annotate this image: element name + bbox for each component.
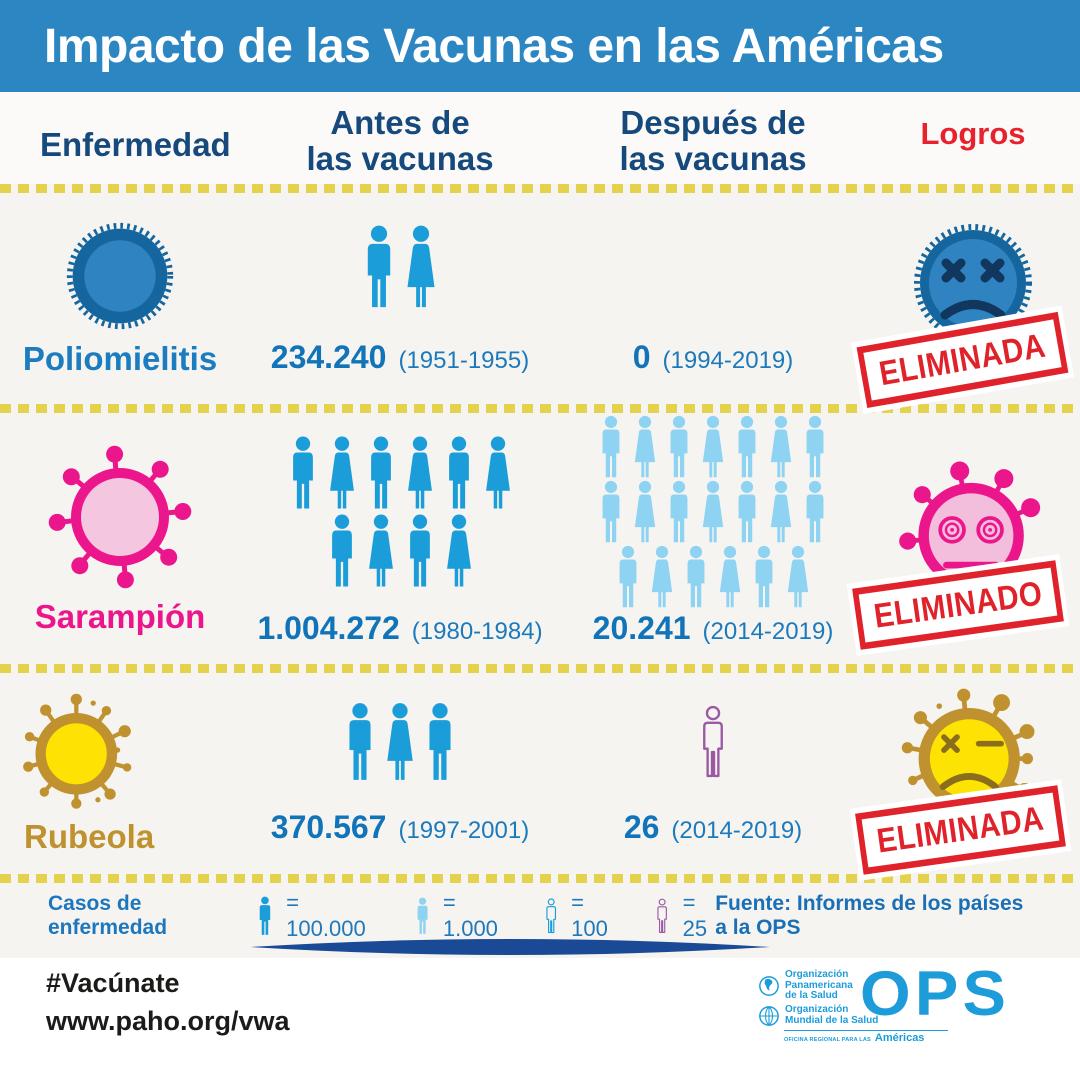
rubella-before-value: 370.567 (1997-2001) bbox=[270, 809, 530, 845]
footer: #Vacúnate www.paho.org/vwa Organización … bbox=[0, 958, 1080, 1080]
table-row-measles: Sarampión 1.004.272 (1980-1984) 20.241 (20… bbox=[0, 414, 1080, 662]
who-globe-icon bbox=[759, 1005, 779, 1026]
paho-logo: Organización Panamericana de la Salud Or… bbox=[758, 969, 948, 1044]
title-banner: Impacto de las Vacunas en las Américas bbox=[0, 0, 1080, 92]
person-solid-blue-icon bbox=[257, 892, 273, 940]
measles-before-cell: 1.004.272 (1980-1984) bbox=[240, 414, 560, 663]
polio-before-cell: 234.240 (1951-1955) bbox=[240, 194, 560, 402]
ops-logo: OPS bbox=[860, 959, 1011, 1030]
measles-before-value: 1.004.272 (1980-1984) bbox=[257, 610, 543, 646]
legend-item-25: = 25 bbox=[655, 890, 715, 942]
dotted-separator bbox=[0, 404, 1080, 413]
measles-achievement-cell: ELIMINADO bbox=[851, 414, 1080, 663]
rubella-virus-icon bbox=[23, 693, 132, 809]
dotted-separator bbox=[0, 184, 1080, 193]
pictogram-measles-before bbox=[288, 433, 513, 591]
polio-disease-cell: Poliomielitis bbox=[0, 194, 240, 402]
polio-virus-icon bbox=[66, 222, 174, 330]
legend-item-1000: = 1.000 bbox=[415, 890, 502, 942]
polio-after-value: 0 (1994-2019) bbox=[632, 339, 794, 375]
legend-label: Casos de enfermedad bbox=[48, 892, 168, 939]
polio-before-value: 234.240 (1951-1955) bbox=[270, 339, 530, 375]
polio-after-cell: 0 (1994-2019) bbox=[560, 194, 866, 402]
campaign-hashtag: #Vacúnate bbox=[46, 968, 180, 998]
rubella-achievement-cell: ELIMINADA bbox=[855, 674, 1080, 875]
polio-achievement-cell: ELIMINADA bbox=[856, 194, 1080, 409]
rubella-disease-cell: Rubeola bbox=[0, 674, 240, 872]
rubella-after-cell: 26 (2014-2019) bbox=[560, 674, 866, 872]
person-outline-purple-icon bbox=[655, 892, 669, 940]
dotted-separator bbox=[0, 664, 1080, 673]
measles-disease-cell: Sarampión bbox=[0, 414, 240, 663]
header-after-vaccines: Después de las vacunas bbox=[619, 104, 807, 177]
column-headers: Enfermedad Antes de las vacunas Después … bbox=[0, 92, 1080, 184]
source-note: Fuente: Informes de los países a la OPS bbox=[715, 892, 1024, 939]
pictogram-rubella-before bbox=[344, 702, 456, 782]
disease-name: Sarampión bbox=[34, 597, 206, 635]
header-before-vaccines: Antes de las vacunas bbox=[306, 104, 494, 177]
pictogram-rubella-after bbox=[698, 705, 728, 779]
swoosh-divider bbox=[250, 939, 770, 955]
paho-globe-icon bbox=[759, 975, 779, 996]
legend-item-100000: = 100.000 bbox=[257, 890, 369, 942]
measles-virus-icon bbox=[48, 445, 192, 588]
header-achievements: Logros bbox=[920, 116, 1026, 152]
eliminated-stamp: ELIMINADA bbox=[855, 785, 1066, 875]
pictogram-measles-after bbox=[598, 414, 828, 610]
page-title: Impacto de las Vacunas en las Américas bbox=[44, 19, 944, 73]
eliminated-stamp: ELIMINADO bbox=[851, 560, 1064, 650]
measles-after-value: 20.241 (2014-2019) bbox=[592, 610, 834, 646]
table-row-polio: Poliomielitis 234.240 (1951-1955) 0 (1994-… bbox=[0, 194, 1080, 409]
website-url: www.paho.org/vwa bbox=[46, 1006, 290, 1036]
rubella-after-value: 26 (2014-2019) bbox=[623, 809, 803, 845]
legend: Casos de enfermedad = 100.000 = 1.000 = … bbox=[0, 884, 1080, 958]
regional-office-label: OFICINA REGIONAL PARA LAS Américas bbox=[784, 1029, 948, 1044]
table-row-rubella: Rubeola 370.567 (1997-2001) 26 (2014-2019) bbox=[0, 674, 1080, 875]
rubella-before-cell: 370.567 (1997-2001) bbox=[240, 674, 560, 872]
measles-face-icon bbox=[899, 461, 1041, 589]
dotted-separator bbox=[0, 874, 1080, 883]
who-org-name: Organización Mundial de la Salud bbox=[785, 1004, 879, 1026]
disease-name: Poliomielitis bbox=[22, 340, 218, 377]
legend-item-100: = 100 bbox=[544, 890, 614, 942]
polio-sad-face-icon bbox=[914, 224, 1032, 342]
pictogram-polio-before bbox=[362, 224, 438, 310]
person-outline-blue-icon bbox=[544, 892, 558, 940]
header-disease: Enfermedad bbox=[40, 126, 231, 164]
disease-name: Rubeola bbox=[24, 818, 155, 855]
paho-org-name: Organización Panamericana de la Salud bbox=[785, 969, 853, 1002]
person-light-blue-icon bbox=[415, 892, 430, 940]
measles-after-cell: 20.241 (2014-2019) bbox=[560, 414, 866, 663]
